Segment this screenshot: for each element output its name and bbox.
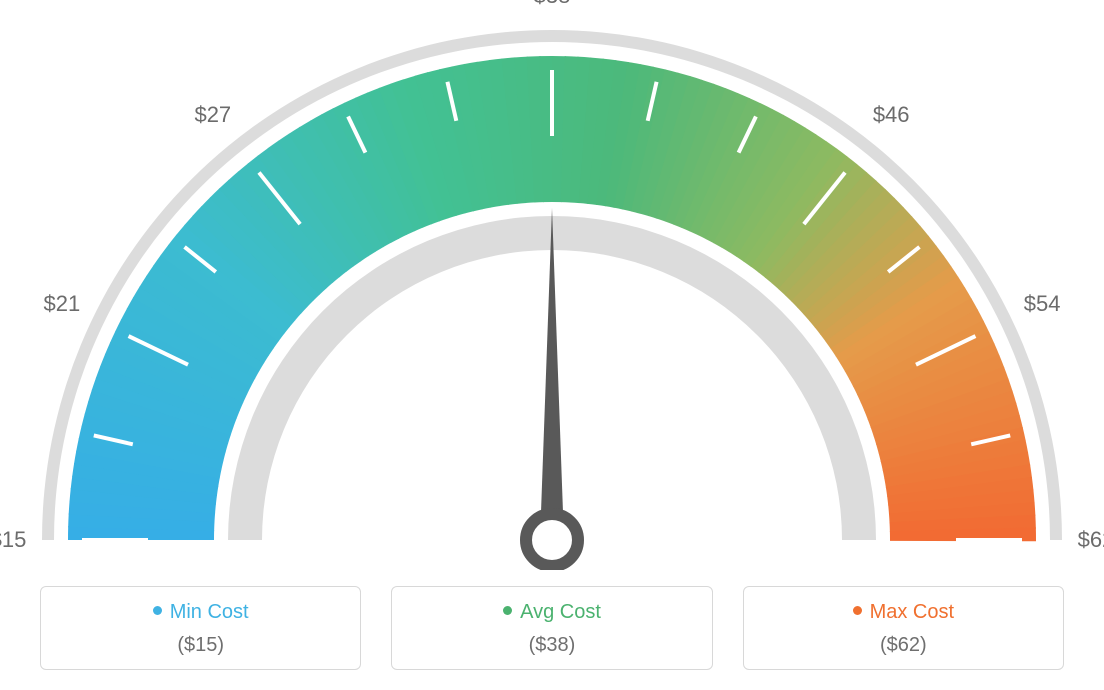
legend-card-min: Min Cost ($15) xyxy=(40,586,361,670)
legend-value-avg: ($38) xyxy=(402,634,701,657)
legend-title-avg: Avg Cost xyxy=(402,601,701,624)
legend-title-min: Min Cost xyxy=(51,601,350,624)
cost-gauge-widget: $15 $21 $27 $38 $46 $54 $62 Min Cost ($15) Avg… xyxy=(0,0,1104,690)
legend-value-max: ($62) xyxy=(754,634,1053,657)
gauge-tick-label: $27 xyxy=(194,102,231,128)
gauge-needle xyxy=(540,208,564,540)
gauge-tick-label: $54 xyxy=(1024,291,1061,317)
legend-value-min: ($15) xyxy=(51,634,350,657)
legend-title-max: Max Cost xyxy=(754,601,1053,624)
gauge-tick-label: $62 xyxy=(1078,527,1104,553)
gauge-needle-hub xyxy=(526,514,578,566)
legend-row: Min Cost ($15) Avg Cost ($38) Max Cost (… xyxy=(40,586,1064,670)
gauge-tick-label: $15 xyxy=(0,527,26,553)
dot-icon xyxy=(503,606,512,615)
legend-card-max: Max Cost ($62) xyxy=(743,586,1064,670)
gauge-tick-label: $38 xyxy=(534,0,571,9)
gauge-tick-label: $46 xyxy=(873,102,910,128)
legend-title-text: Min Cost xyxy=(170,601,249,623)
legend-title-text: Avg Cost xyxy=(520,601,601,623)
gauge-tick-label: $21 xyxy=(44,291,81,317)
gauge-area: $15 $21 $27 $38 $46 $54 $62 xyxy=(0,0,1104,570)
gauge-svg xyxy=(0,0,1104,570)
dot-icon xyxy=(853,606,862,615)
dot-icon xyxy=(153,606,162,615)
legend-card-avg: Avg Cost ($38) xyxy=(391,586,712,670)
legend-title-text: Max Cost xyxy=(870,601,954,623)
